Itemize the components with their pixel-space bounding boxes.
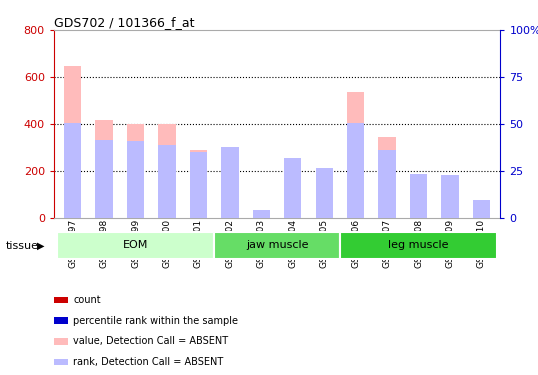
Bar [64,66,81,218]
Bar [379,150,396,217]
Bar [441,176,459,217]
Text: count: count [73,295,101,305]
Text: percentile rank within the sample: percentile rank within the sample [73,316,238,326]
Bar [127,141,144,218]
Bar [347,123,364,218]
Text: rank, Detection Call = ABSENT: rank, Detection Call = ABSENT [73,357,223,367]
Bar [190,150,207,217]
Text: GDS702 / 101366_f_at: GDS702 / 101366_f_at [54,16,194,29]
Bar [410,183,427,218]
Bar [284,189,301,217]
Bar [127,124,144,218]
Text: leg muscle: leg muscle [388,240,449,250]
Text: tissue: tissue [5,241,38,250]
Bar [214,232,340,259]
Bar [221,148,238,217]
Bar [379,136,396,218]
Bar [253,210,270,218]
Bar [158,145,175,218]
Bar [410,174,427,217]
Bar [441,180,459,218]
Bar [64,123,81,218]
Bar [253,215,270,217]
Text: EOM: EOM [123,240,148,250]
Bar [221,147,238,218]
Bar [57,232,214,259]
Bar [158,124,175,218]
Bar [95,120,113,218]
Bar [473,200,490,217]
Text: value, Detection Call = ABSENT: value, Detection Call = ABSENT [73,336,228,346]
Bar [190,152,207,217]
Bar [95,140,113,218]
Bar [347,92,364,218]
Bar [284,158,301,218]
Bar [473,201,490,217]
Bar [340,232,497,259]
Text: jaw muscle: jaw muscle [246,240,308,250]
Bar [316,168,333,217]
Text: ▶: ▶ [37,241,44,250]
Bar [316,168,333,217]
